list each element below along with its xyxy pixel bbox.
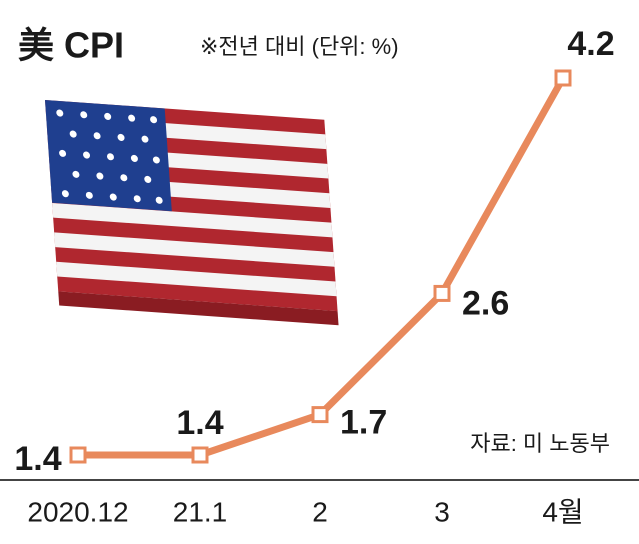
x-tick-label: 4월 (542, 496, 583, 527)
data-label: 1.4 (176, 404, 223, 442)
chart-title: 美 CPI (18, 25, 124, 66)
marker (191, 446, 209, 464)
marker (433, 284, 451, 302)
marker (311, 406, 329, 424)
x-tick-label: 21.1 (173, 496, 228, 527)
data-label: 2.6 (462, 284, 509, 322)
flag-illustration (45, 100, 339, 326)
x-tick-label: 3 (434, 496, 450, 527)
data-label: 1.7 (340, 404, 387, 442)
source-note: 자료: 미 노동부 (470, 431, 610, 456)
data-label: 4.2 (567, 25, 614, 63)
x-tick-label: 2020.12 (27, 496, 128, 527)
marker (554, 69, 572, 87)
x-tick-label: 2 (312, 496, 328, 527)
chart-subtitle: ※전년 대비 (단위: %) (200, 34, 399, 59)
flag-stars (56, 109, 163, 204)
data-label: 1.4 (14, 440, 61, 478)
flag-edge (58, 291, 339, 326)
marker (69, 446, 87, 464)
